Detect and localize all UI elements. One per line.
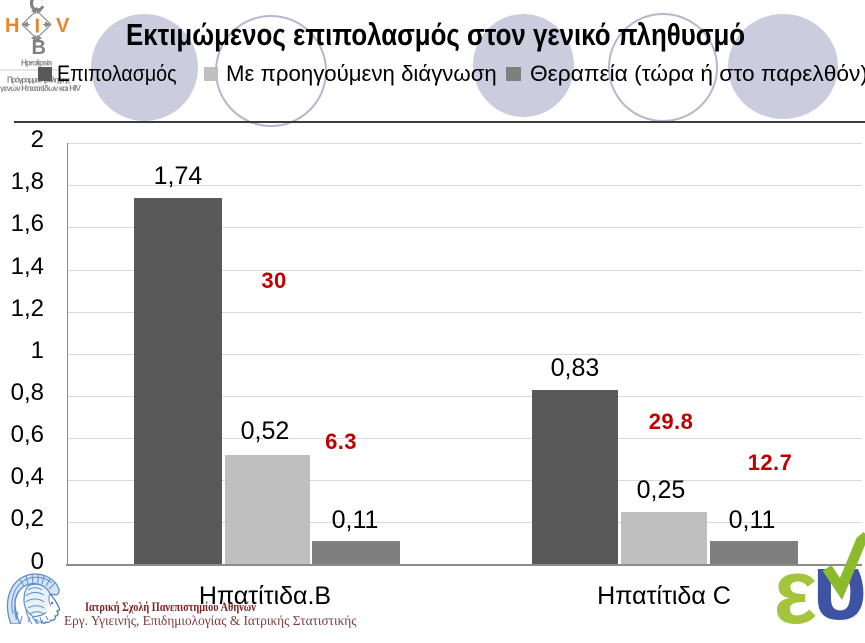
svg-text:γενών Ηπατιτίδων και HIV: γενών Ηπατιτίδων και HIV: [0, 84, 82, 93]
svg-text:I: I: [35, 16, 41, 38]
svg-text:B: B: [32, 37, 46, 59]
svg-text:C: C: [29, 0, 45, 16]
svg-text:V: V: [56, 15, 70, 37]
svg-text:H: H: [5, 15, 19, 37]
svg-text:Hprolipsis: Hprolipsis: [21, 59, 53, 68]
